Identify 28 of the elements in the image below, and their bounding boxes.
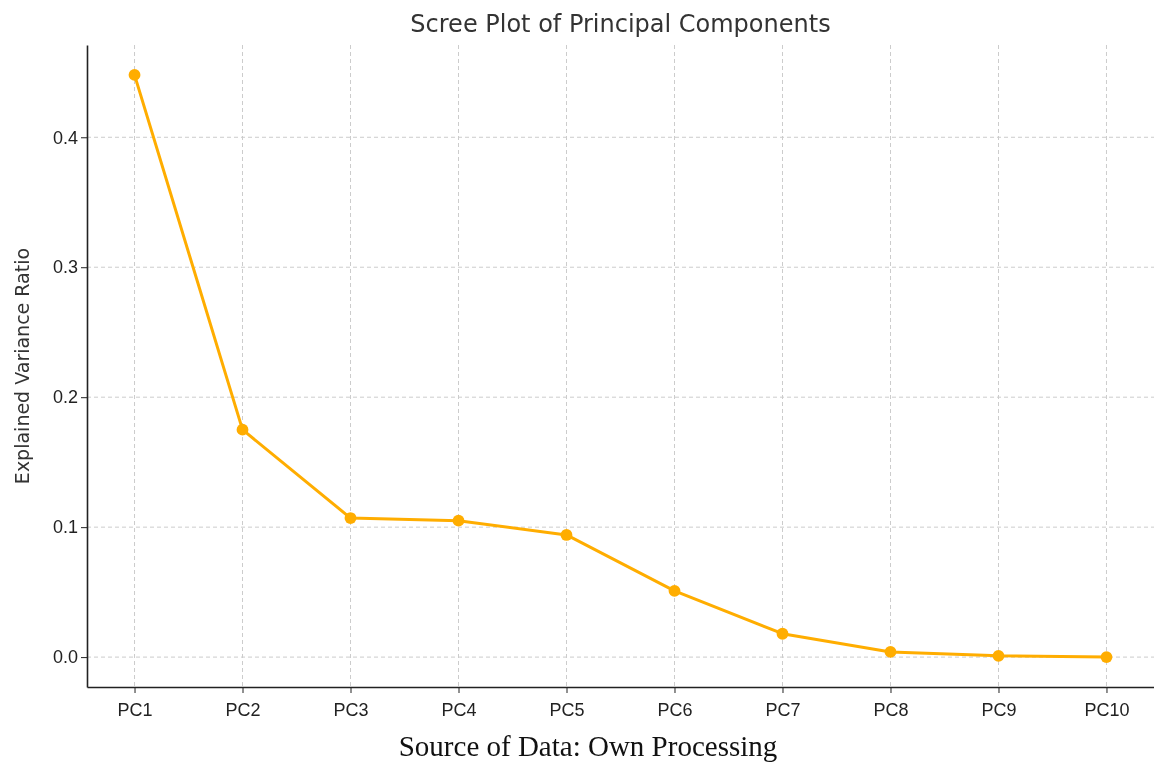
point <box>1100 651 1113 664</box>
point <box>668 584 681 597</box>
x-tick-label: PC2 <box>225 699 261 720</box>
point <box>452 514 465 527</box>
point <box>560 529 573 541</box>
x-tick-label: PC7 <box>765 699 801 720</box>
x-tick-label: PC8 <box>873 699 909 720</box>
x-tick-label: PC5 <box>549 699 585 720</box>
y-axis-title: Explained Variance Ratio <box>11 247 33 485</box>
y-tick-label: 0.4 <box>52 127 78 148</box>
point <box>776 627 789 640</box>
point <box>992 649 1005 662</box>
point <box>344 512 357 524</box>
chart-title: Scree Plot of Principal Components <box>410 10 831 38</box>
x-tick-label: PC1 <box>117 699 153 720</box>
point <box>236 423 249 436</box>
y-tick-label: 0.0 <box>52 647 78 668</box>
y-tick-label: 0.1 <box>52 517 78 538</box>
point <box>884 646 897 658</box>
x-tick-label: PC6 <box>657 699 693 720</box>
y-tick-label: 0.3 <box>52 257 78 278</box>
x-tick-label: PC4 <box>441 699 477 720</box>
x-tick-label: PC3 <box>333 699 369 720</box>
point <box>128 68 141 81</box>
y-tick-label: 0.2 <box>52 387 78 408</box>
x-tick-label: PC9 <box>981 699 1017 720</box>
x-tick-label: PC10 <box>1084 699 1130 720</box>
source-note: Source of Data: Own Processing <box>398 730 778 762</box>
